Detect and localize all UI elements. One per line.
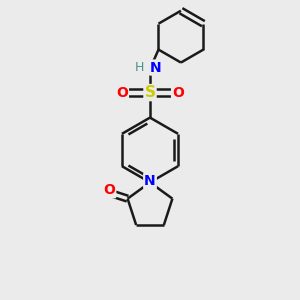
Text: O: O bbox=[116, 85, 128, 100]
Text: N: N bbox=[150, 61, 162, 75]
Text: H: H bbox=[135, 61, 144, 74]
Text: N: N bbox=[144, 174, 156, 188]
Text: S: S bbox=[145, 85, 155, 100]
Text: O: O bbox=[103, 183, 115, 197]
Text: O: O bbox=[172, 85, 184, 100]
